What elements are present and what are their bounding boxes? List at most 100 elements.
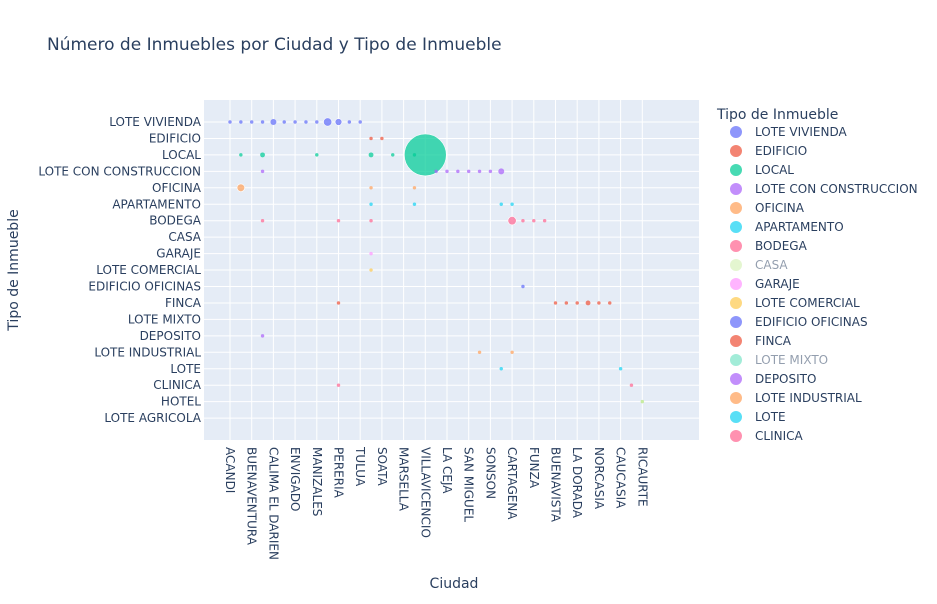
legend-item[interactable]: OFICINA [730,201,805,215]
legend-item[interactable]: LOTE CON CONSTRUCCION [730,182,918,196]
data-point[interactable] [323,117,333,127]
data-point[interactable] [585,300,591,306]
legend-marker [730,316,742,328]
data-point[interactable] [369,136,373,141]
data-point[interactable] [369,202,373,206]
data-point[interactable] [521,284,525,289]
data-point[interactable] [564,301,569,305]
legend-marker [730,259,742,271]
legend-item[interactable]: LOTE INDUSTRIAL [730,391,862,405]
y-tick-label: CASA [168,230,201,244]
legend-item[interactable]: EDIFICIO [730,144,807,158]
data-point[interactable] [347,120,352,124]
y-tick-label: CLINICA [153,378,201,392]
legend-item[interactable]: LOCAL [730,163,794,177]
data-point[interactable] [228,120,232,124]
data-point[interactable] [270,119,277,125]
legend-item[interactable]: LOTE [730,410,786,424]
data-point[interactable] [334,118,343,126]
data-point[interactable] [369,186,373,190]
y-tick-label: LOTE COMERCIAL [96,263,201,277]
legend-item[interactable]: BODEGA [730,239,808,253]
x-tick-label: ACANDI [223,447,237,493]
legend-label: LOTE MIXTO [755,353,828,367]
data-point[interactable] [239,120,243,124]
data-point[interactable] [456,169,460,174]
data-point[interactable] [629,383,634,387]
data-point[interactable] [368,152,374,158]
data-point[interactable] [466,169,471,174]
x-tick-label: SAN MIGUEL [462,447,476,522]
data-point[interactable] [260,218,265,223]
data-point[interactable] [542,218,547,223]
legend-item[interactable]: FINCA [730,334,792,348]
data-point[interactable] [260,169,265,174]
data-point[interactable] [488,169,493,174]
legend-item[interactable]: LOTE COMERCIAL [730,296,860,310]
legend-item[interactable]: CASA [730,258,788,272]
data-point[interactable] [499,202,503,206]
data-point[interactable] [608,301,612,305]
data-point[interactable] [236,183,245,192]
data-point[interactable] [304,120,308,124]
legend-label: LOTE COMERCIAL [755,296,860,310]
data-point[interactable] [403,133,447,177]
legend-item[interactable]: EDIFICIO OFICINAS [730,315,868,329]
data-point[interactable] [575,301,579,305]
legend-item[interactable]: DEPOSITO [730,372,816,386]
data-point[interactable] [260,334,265,338]
data-point[interactable] [336,383,341,387]
data-point[interactable] [412,186,417,190]
data-point[interactable] [369,268,373,272]
data-point[interactable] [391,153,395,157]
data-point[interactable] [597,301,601,305]
legend-item[interactable]: LOTE MIXTO [730,353,828,367]
data-point[interactable] [532,218,536,223]
data-point[interactable] [499,367,503,371]
data-point[interactable] [510,202,514,206]
data-point[interactable] [477,350,482,355]
data-point[interactable] [260,120,265,124]
data-point[interactable] [618,367,623,371]
data-point[interactable] [293,120,297,124]
data-point[interactable] [510,350,514,355]
legend: Tipo de Inmueble LOTE VIVIENDAEDIFICIOLO… [716,107,918,443]
data-point[interactable] [336,218,341,223]
legend-marker [730,202,742,214]
data-point[interactable] [249,120,254,124]
legend-item[interactable]: APARTAMENTO [730,220,844,234]
data-point[interactable] [412,153,417,157]
data-point[interactable] [498,168,505,175]
data-point[interactable] [369,218,373,223]
data-point[interactable] [336,301,341,305]
y-tick-label: HOTEL [161,395,201,409]
data-point[interactable] [477,169,482,174]
y-tick-label: FINCA [165,296,202,310]
data-point[interactable] [445,169,449,174]
data-point[interactable] [315,153,319,157]
data-point[interactable] [315,120,319,124]
data-point[interactable] [521,218,525,223]
legend-item[interactable]: LOTE VIVIENDA [730,125,848,139]
x-tick-label: SONSON [483,447,497,499]
y-tick-label: BODEGA [149,214,202,228]
legend-item[interactable]: CLINICA [730,429,803,443]
data-point[interactable] [380,136,384,141]
legend-label: EDIFICIO OFICINAS [755,315,868,329]
legend-label: FINCA [755,334,792,348]
data-point[interactable] [260,152,265,158]
data-point[interactable] [412,202,417,206]
legend-marker [730,297,742,309]
data-point[interactable] [282,120,286,124]
data-point[interactable] [358,120,362,124]
data-point[interactable] [434,169,438,174]
data-point[interactable] [369,251,373,256]
legend-marker [730,183,742,195]
x-tick-label: PERERIA [332,447,346,499]
data-point[interactable] [239,153,243,157]
data-point[interactable] [507,216,517,226]
data-point[interactable] [553,301,558,305]
legend-item[interactable]: GARAJE [730,277,800,291]
data-point[interactable] [640,399,645,404]
y-tick-label: LOTE [170,362,201,376]
